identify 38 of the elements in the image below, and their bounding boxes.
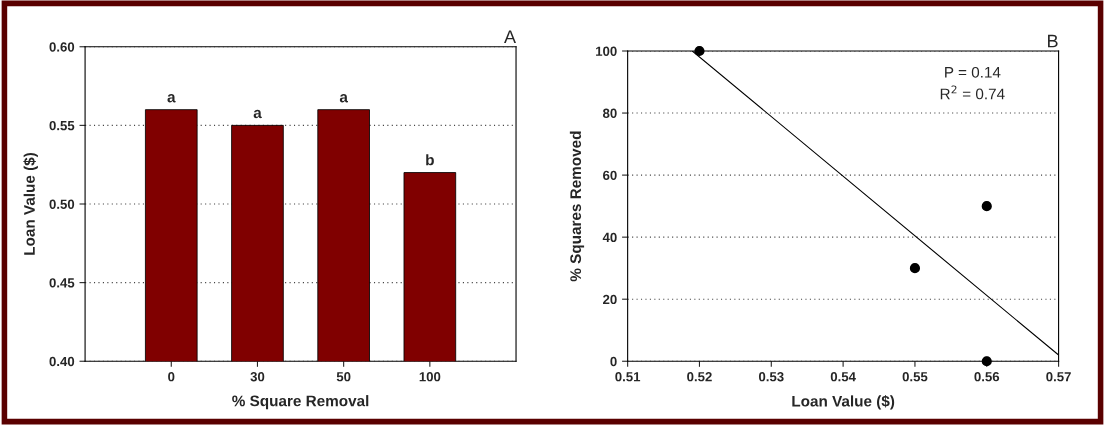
x-tick-label: 0 [168,372,175,382]
x-tick-label: 0.57 [1046,372,1071,382]
chart-title: A [504,30,516,43]
y-tick-label: 20 [603,294,617,305]
y-tick-label: 40 [602,232,617,243]
annotation: b [426,154,434,166]
y-tick-label: 0.60 [49,42,75,52]
annotation: a [339,94,348,103]
x-tick-label: 30 [250,372,265,382]
point [981,201,992,212]
annotation: a [167,94,176,103]
x-tick-label: 0.51 [615,372,641,382]
x-tick-label: 50 [336,372,351,382]
y-tick-label: 0.40 [49,356,75,367]
x-tick-label: 0.54 [830,372,856,382]
x-tick-label: 0.56 [974,372,1000,382]
annotation: P = 0.14 [945,66,1001,78]
point [909,263,921,274]
y-tick-label: 0.45 [49,278,75,288]
x-axis-title: % Square Removal [232,395,369,410]
y-tick-label: 0 [610,356,617,367]
y-tick-label: 80 [602,108,617,118]
point [981,356,992,367]
y-tick-label: 60 [603,170,617,181]
y-tick-label: 0.55 [49,120,75,131]
x-tick-label: 100 [419,372,441,382]
x-axis-title: Loan Value ($) [792,395,895,410]
point [694,45,705,57]
x-tick-label: 0.55 [902,372,928,382]
annotation: a [253,109,262,119]
y-axis-title: % Squares Removed [569,131,585,282]
chart-title: B [1048,34,1058,48]
x-tick-label: 0.53 [758,372,784,382]
y-tick-label: 0.50 [49,199,75,209]
annotation: R$^{2}$ = 0.74 [940,85,1005,100]
x-tick-label: 0.52 [687,372,712,382]
y-tick-label: 100 [596,46,617,56]
y-axis-title: Loan Value ($) [23,152,38,255]
